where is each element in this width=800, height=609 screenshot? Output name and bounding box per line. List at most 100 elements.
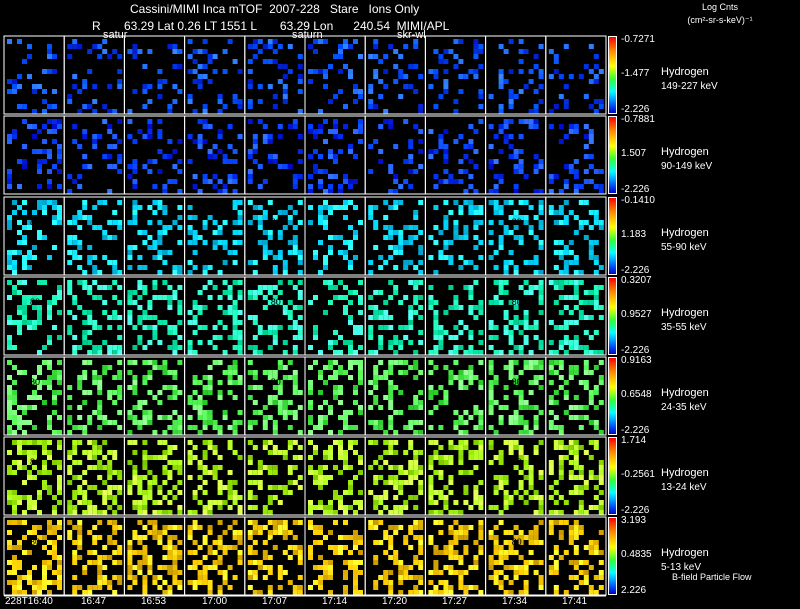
pixel <box>473 189 479 194</box>
pixel <box>132 300 138 305</box>
pixel <box>428 485 434 490</box>
pixel <box>297 560 303 565</box>
pixel <box>12 400 17 405</box>
pixel <box>498 210 504 215</box>
pixel <box>518 235 524 240</box>
pixel <box>47 540 52 545</box>
pixel <box>202 480 208 485</box>
pixel <box>292 345 298 350</box>
pixel <box>57 430 62 435</box>
pixel <box>418 280 424 285</box>
pixel <box>187 134 193 139</box>
pixel <box>583 480 589 485</box>
pixel <box>443 154 449 159</box>
pixel <box>538 74 544 79</box>
pixel <box>428 465 434 470</box>
pixel <box>102 580 108 585</box>
pixel <box>388 44 394 49</box>
pixel <box>518 89 524 94</box>
pixel <box>453 425 459 430</box>
pixel <box>232 240 238 245</box>
pixel <box>473 129 479 134</box>
pixel <box>172 555 178 560</box>
pixel <box>418 450 424 455</box>
pixel <box>428 149 434 154</box>
pixel <box>328 590 333 595</box>
pixel <box>323 480 328 485</box>
pixel <box>212 360 218 365</box>
pixel <box>297 174 303 179</box>
pixel <box>297 485 303 490</box>
pixel <box>488 124 494 129</box>
pixel <box>202 64 208 69</box>
pixel <box>162 590 168 595</box>
pixel <box>247 455 253 460</box>
pixel <box>142 345 148 350</box>
image-cell <box>308 200 363 275</box>
image-cell <box>127 280 183 355</box>
pixel <box>458 530 464 535</box>
pixel <box>27 580 32 585</box>
pixel <box>67 455 73 460</box>
pixel <box>127 460 133 465</box>
pixel <box>197 84 203 89</box>
pixel <box>418 580 424 585</box>
pixel <box>57 184 62 189</box>
pixel <box>52 570 57 575</box>
pixel <box>22 210 27 215</box>
image-cell <box>308 119 363 194</box>
pixel <box>197 400 203 405</box>
pixel <box>498 124 504 129</box>
pixel <box>162 320 168 325</box>
pixel <box>388 325 394 330</box>
pixel <box>563 410 569 415</box>
pixel <box>187 39 193 44</box>
pixel <box>217 485 223 490</box>
pixel <box>267 345 273 350</box>
pixel <box>523 580 529 585</box>
pixel <box>503 265 509 270</box>
image-cell <box>488 440 544 515</box>
pixel <box>493 455 499 460</box>
pixel <box>127 370 133 375</box>
pixel <box>47 385 52 390</box>
pixel <box>583 154 589 159</box>
pixel <box>493 430 499 435</box>
pixel <box>97 460 103 465</box>
pixel <box>583 370 589 375</box>
pixel <box>227 335 233 340</box>
pixel <box>52 545 57 550</box>
pixel <box>287 545 293 550</box>
pixel <box>277 44 283 49</box>
pixel <box>343 200 348 205</box>
pixel <box>237 230 243 235</box>
pixel <box>202 390 208 395</box>
pixel <box>252 560 258 565</box>
pixel <box>147 119 153 124</box>
pixel <box>533 325 539 330</box>
pixel <box>217 270 223 275</box>
pixel <box>413 39 419 44</box>
pixel <box>217 560 223 565</box>
pixel <box>448 490 454 495</box>
pixel <box>498 109 504 114</box>
pixel <box>393 495 399 500</box>
pixel <box>408 325 414 330</box>
pixel <box>413 375 419 380</box>
pixel <box>27 505 32 510</box>
pixel <box>97 475 103 480</box>
pixel <box>523 535 529 540</box>
pixel <box>7 280 12 285</box>
pixel <box>343 490 348 495</box>
pixel <box>32 305 37 310</box>
pixel <box>398 325 404 330</box>
pixel <box>172 375 178 380</box>
pixel <box>468 69 474 74</box>
pixel <box>388 169 394 174</box>
pixel <box>202 505 208 510</box>
pixel <box>593 505 599 510</box>
pixel <box>553 370 559 375</box>
pixel <box>157 390 163 395</box>
pixel <box>318 425 323 430</box>
pixel <box>12 260 17 265</box>
